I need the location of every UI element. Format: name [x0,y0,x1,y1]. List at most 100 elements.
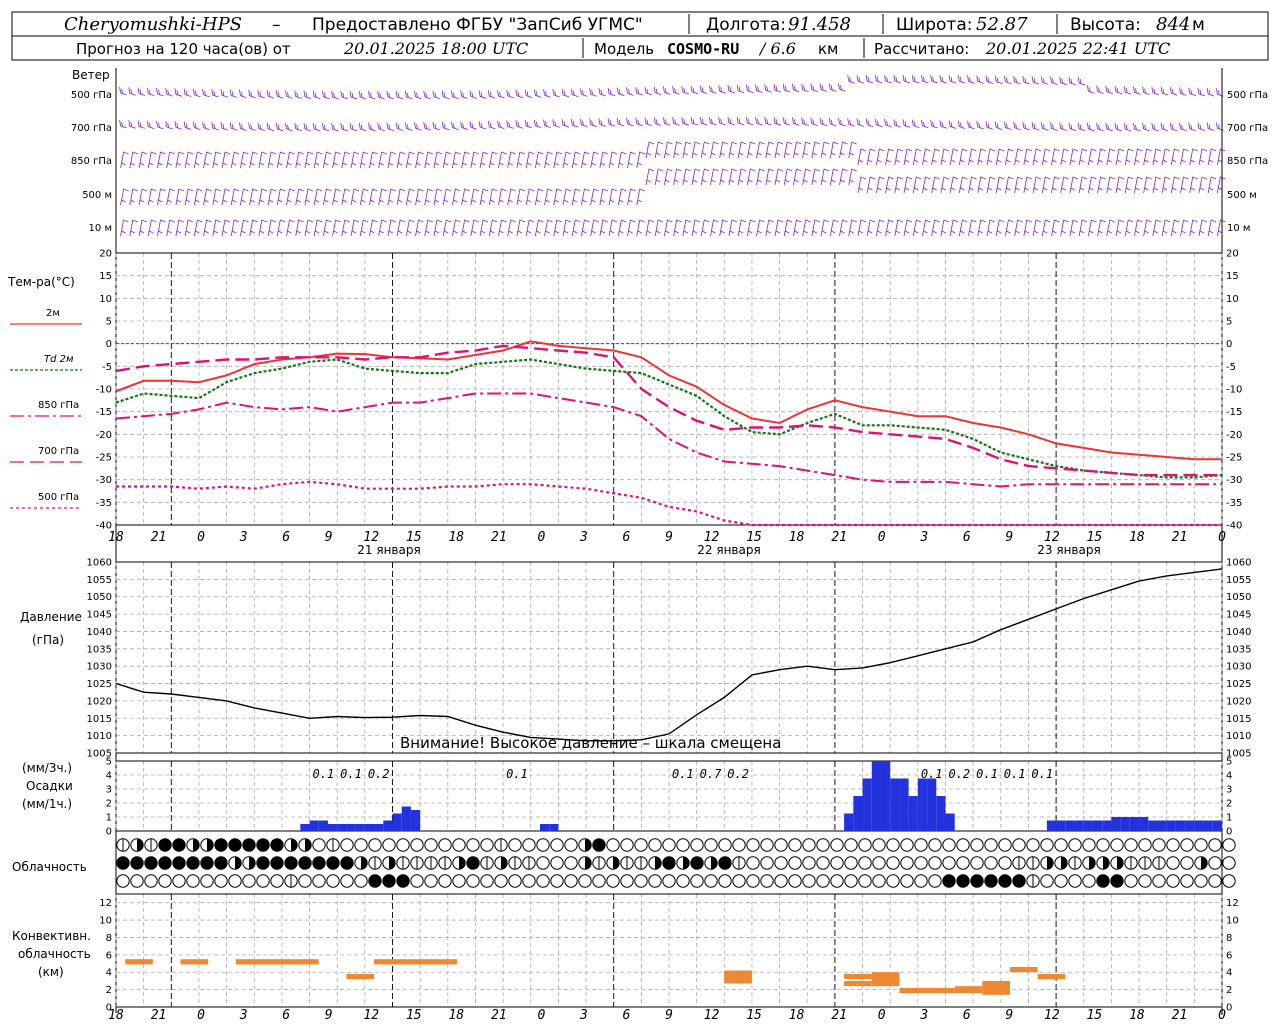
temp850-line [115,392,1222,488]
precip-bar [318,820,328,831]
wind-barb [976,120,984,130]
wind-barb [221,151,231,169]
cloud-symbol-fill [305,839,311,851]
wind-barb [764,84,772,93]
y-tick-label-left: -15 [96,407,112,418]
y-tick-label-right: 1030 [1226,662,1251,673]
precip-bar [383,820,393,831]
temp700-line [115,344,1222,477]
wind-barb [1114,122,1123,132]
cloud-symbol-fill [1201,857,1207,869]
cloud-symbol [970,856,984,870]
convective-yticks: 12 12 10 10 8 8 6 6 4 4 2 2 0 0 [99,898,1238,1013]
wind-barb [507,188,516,206]
wind-barb [1115,148,1125,166]
cloud-symbol [816,856,830,870]
wind-barb [461,219,470,237]
x-tick-label: 0 [197,530,205,545]
wind-barb [627,188,636,206]
wind-barb [460,121,468,130]
wind-barb [756,168,765,186]
cloud-symbol [410,838,424,852]
cloud-symbol [592,838,606,852]
wind-barb [470,188,479,206]
cloud-symbol [424,838,438,852]
wind-barb [1069,148,1079,166]
wind-barb [1134,176,1143,194]
y-tick-label-right: -15 [1226,407,1242,418]
cloud-symbol [802,838,816,852]
y-tick-label-right: 1005 [1226,749,1251,760]
wind-barb [460,90,468,99]
precip-total: 0.1 [672,767,694,781]
cloud-symbol [1152,874,1166,888]
cloud-symbol [522,874,536,888]
cloud-symbol [396,874,410,888]
wind-barb [534,151,544,169]
wind-barb [1078,219,1088,237]
wind-barb [727,116,736,126]
cloud-symbol-fill [1089,857,1095,869]
wind-barb [986,219,996,237]
y-tick-label-left: 5 [106,317,112,328]
cloud-symbol [396,838,410,852]
wind-barb [294,122,302,132]
wind-barb [368,122,376,132]
wind-barb [884,118,892,128]
model-label: Модель [594,40,654,58]
cloud-symbol [200,874,214,888]
cloud-symbol-fill [137,839,143,851]
wind-barb [184,219,194,237]
cloud-symbol [704,838,718,852]
wind-barb [756,219,765,237]
cloud-symbol [228,874,242,888]
cloud-symbol [172,856,186,870]
wind-barb [1097,219,1106,237]
wind-barb [192,121,201,131]
convective-bars [125,959,1066,995]
wind-barb [294,90,302,99]
wind-barb [156,120,164,130]
wind-barb [534,219,544,237]
wind-barb [395,90,404,100]
wind-barb [894,176,903,194]
wind-barb [488,219,498,237]
wind-barb [498,151,507,169]
cloud-symbol [312,838,326,852]
x-tick-label: 9 [1005,530,1013,545]
wind-barb [544,151,553,169]
wind-barb [811,219,821,237]
cloud-symbol [256,856,270,870]
cloud-symbol [620,874,634,888]
wind-barb [782,83,791,93]
wind-barb [533,119,542,129]
x-tick-label: 3 [239,530,248,545]
pressure-unit: (гПа) [32,633,64,647]
wind-barb [810,83,818,92]
x-tick-label: 12 [363,530,379,545]
cloud-symbol [494,874,508,888]
wind-barb [515,89,524,99]
wind-barb [1087,176,1097,194]
wind-barb [525,188,535,206]
wind-barb [810,117,818,126]
precip-bar [1111,817,1121,831]
wind-barb [783,219,793,237]
precip-bar [374,824,384,831]
wind-barb [626,87,634,96]
wind-barb [940,148,950,166]
wind-barb [358,122,367,132]
wind-barb [378,188,387,206]
x-tick-label: 3 [579,1008,588,1023]
wind-barb [119,119,127,129]
wind-barb [1051,176,1060,194]
wind-barb [267,219,277,237]
wind-barb [1207,148,1217,166]
cloud-symbol [844,838,858,852]
wind-barb [986,176,996,194]
x-tick-label: 21 [491,1008,507,1023]
wind-barb [737,168,747,186]
wind-barb [939,75,948,84]
wind-barb [202,88,210,98]
wind-barb [902,74,911,84]
